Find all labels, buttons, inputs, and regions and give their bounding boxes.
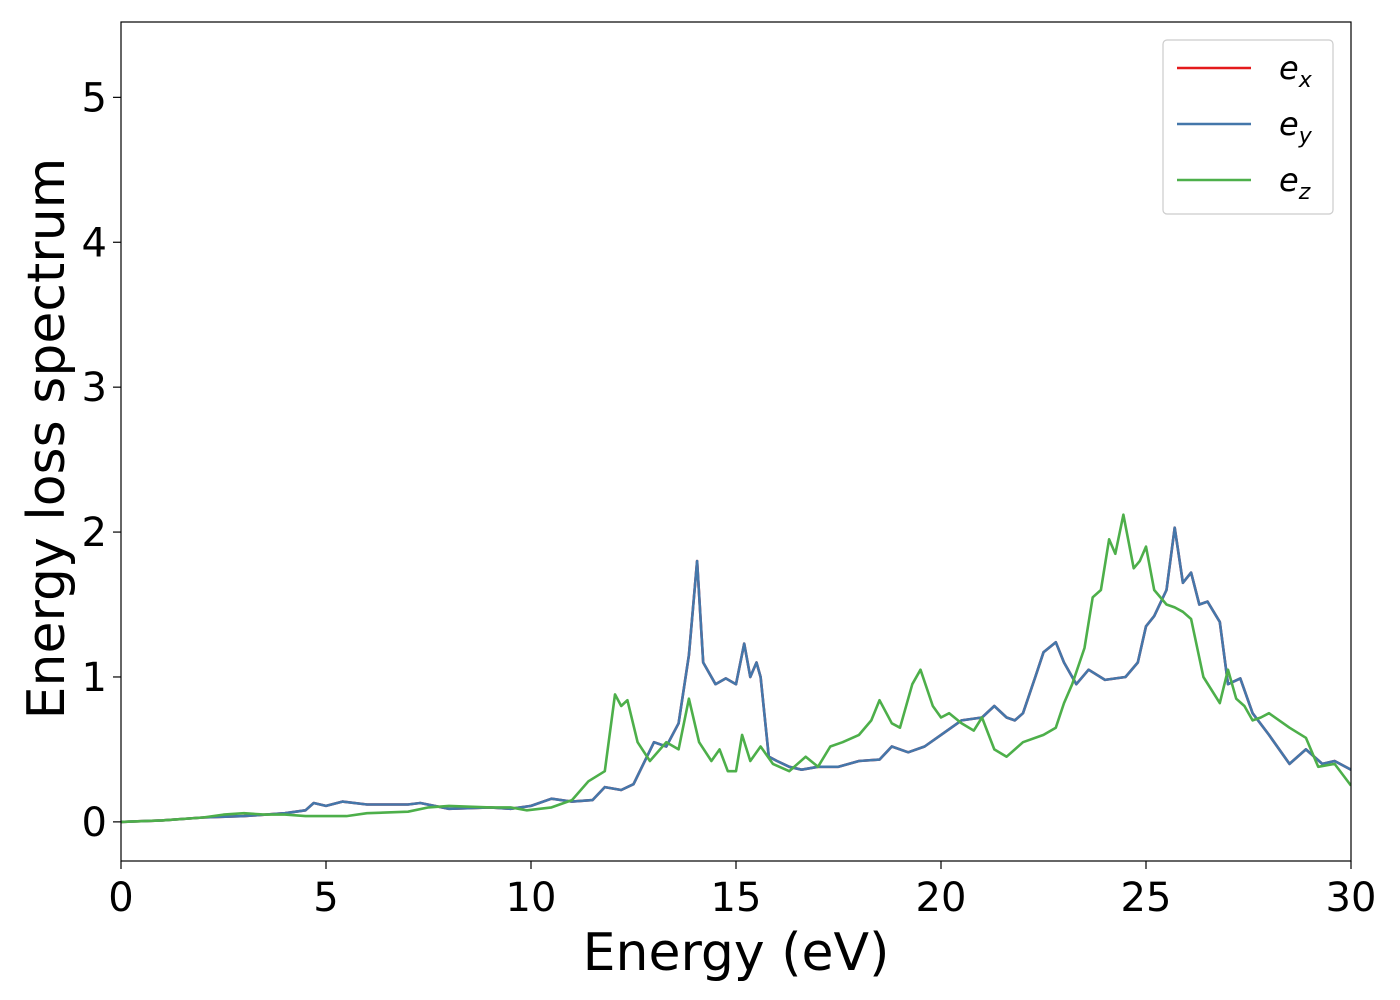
y-tick-label: 2 xyxy=(82,510,107,556)
y-tick-label: 5 xyxy=(82,75,107,121)
x-axis-title: Energy (eV) xyxy=(583,923,890,983)
y-tick-label: 1 xyxy=(82,655,107,701)
legend-box xyxy=(1162,39,1334,215)
x-tick-label: 30 xyxy=(1326,875,1377,921)
x-tick-label: 10 xyxy=(506,875,557,921)
x-tick-label: 0 xyxy=(108,875,133,921)
x-axis: 0 5 10 15 20 25 30 xyxy=(108,861,1376,921)
y-tick-label: 4 xyxy=(82,220,107,266)
y-axis-title: Energy loss spectrum xyxy=(17,158,77,720)
series-line-ez xyxy=(121,513,1351,824)
x-tick-label: 15 xyxy=(711,875,762,921)
series-line-ey xyxy=(121,526,1351,824)
x-tick-label: 5 xyxy=(313,875,338,921)
y-tick-label: 3 xyxy=(82,365,107,411)
x-tick-label: 20 xyxy=(916,875,967,921)
series-layer xyxy=(121,513,1351,824)
x-tick-label: 25 xyxy=(1121,875,1172,921)
y-tick-label: 0 xyxy=(82,800,107,846)
y-axis: 0 1 2 3 4 5 xyxy=(82,75,121,846)
series-line-ex xyxy=(121,526,1351,824)
